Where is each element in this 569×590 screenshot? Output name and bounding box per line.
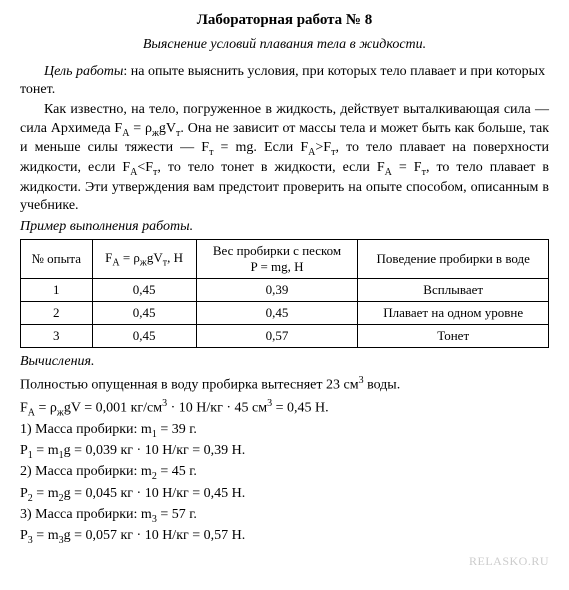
text: = 45 г. — [157, 464, 197, 479]
cell-p: 0,45 — [196, 302, 358, 325]
col-header-n: № опыта — [21, 240, 93, 279]
text: = m — [33, 443, 59, 458]
text: , то тело тонет в жидкости, если F — [157, 160, 384, 175]
text: Вес пробирки с песком — [203, 243, 352, 259]
cell-n: 3 — [21, 325, 93, 348]
text: = 0,45 Н. — [272, 401, 329, 416]
text: g = 0,057 кг · 10 Н/кг = 0,57 Н. — [64, 528, 246, 543]
text: 3) Масса пробирки: m — [20, 507, 152, 522]
text: g = 0,039 кг · 10 Н/кг = 0,39 Н. — [64, 443, 246, 458]
calc-label: Вычисления. — [20, 354, 549, 370]
calc-line-2m: 2) Масса пробирки: m2 = 45 г. — [20, 463, 549, 483]
text: = ρ — [129, 121, 152, 136]
calc-line-2p: P2 = m2g = 0,045 кг · 10 Н/кг = 0,45 Н. — [20, 485, 549, 505]
goal-paragraph: Цель работы: на опыте выяснить условия, … — [20, 63, 549, 99]
text: = 39 г. — [157, 422, 197, 437]
watermark: RELASKO.RU — [20, 554, 549, 569]
text: = m — [33, 528, 59, 543]
lab-subtitle: Выяснение условий плавания тела в жидкос… — [20, 37, 549, 53]
text: воды. — [364, 378, 401, 393]
sub-zh: ж — [152, 127, 159, 138]
cell-n: 1 — [21, 279, 93, 302]
text: = m — [33, 486, 59, 501]
results-table: № опыта FА = ρжgVт, Н Вес пробирки с пес… — [20, 239, 549, 348]
text: 2) Масса пробирки: m — [20, 464, 152, 479]
calc-line-1m: 1) Масса пробирки: m1 = 39 г. — [20, 421, 549, 441]
text: P — [20, 443, 28, 458]
text: , Н — [167, 250, 183, 265]
calc-line: Полностью опущенная в воду пробирка выте… — [20, 374, 549, 396]
calc-line-3m: 3) Масса пробирки: m3 = 57 г. — [20, 506, 549, 526]
calc-line-3p: P3 = m3g = 0,057 кг · 10 Н/кг = 0,57 Н. — [20, 527, 549, 547]
col-header-fa: FА = ρжgVт, Н — [92, 240, 196, 279]
table-row: 2 0,45 0,45 Плавает на одном уровне — [21, 302, 549, 325]
text: gV = 0,001 кг/см — [64, 401, 162, 416]
text: >F — [315, 140, 331, 155]
table-header-row: № опыта FА = ρжgVт, Н Вес пробирки с пес… — [21, 240, 549, 279]
col-header-p: Вес пробирки с песком P = mg, Н — [196, 240, 358, 279]
text: gV — [147, 250, 163, 265]
sub-A: А — [112, 258, 119, 269]
cell-behavior: Плавает на одном уровне — [358, 302, 549, 325]
text: F — [20, 401, 28, 416]
theory-paragraph: Как известно, на тело, погруженное в жид… — [20, 101, 549, 215]
text: g = 0,045 кг · 10 Н/кг = 0,45 Н. — [64, 486, 246, 501]
text: = F — [392, 160, 422, 175]
goal-label: Цель работы — [44, 64, 123, 79]
text: gV — [159, 121, 176, 136]
cell-behavior: Всплывает — [358, 279, 549, 302]
text: = ρ — [120, 250, 140, 265]
text: · 10 Н/кг · 45 см — [167, 401, 267, 416]
table-row: 1 0,45 0,39 Всплывает — [21, 279, 549, 302]
sub-A: А — [385, 167, 392, 178]
table-row: 3 0,45 0,57 Тонет — [21, 325, 549, 348]
col-header-behavior: Поведение пробирки в воде — [358, 240, 549, 279]
example-label: Пример выполнения работы. — [20, 219, 549, 235]
cell-p: 0,57 — [196, 325, 358, 348]
calc-line-fa: FА = ρжgV = 0,001 кг/см3 · 10 Н/кг · 45 … — [20, 397, 549, 420]
sub-A: А — [28, 407, 35, 418]
sub-zh: ж — [140, 258, 147, 269]
calc-line-1p: P1 = m1g = 0,039 кг · 10 Н/кг = 0,39 Н. — [20, 442, 549, 462]
text: = 57 г. — [157, 507, 197, 522]
text: 1) Масса пробирки: m — [20, 422, 152, 437]
lab-title: Лабораторная работа № 8 — [20, 12, 549, 29]
text: = ρ — [35, 401, 57, 416]
cell-fa: 0,45 — [92, 302, 196, 325]
text: Полностью опущенная в воду пробирка выте… — [20, 378, 359, 393]
cell-behavior: Тонет — [358, 325, 549, 348]
cell-fa: 0,45 — [92, 279, 196, 302]
cell-n: 2 — [21, 302, 93, 325]
text: = mg. Если F — [213, 140, 308, 155]
cell-fa: 0,45 — [92, 325, 196, 348]
text: P — [20, 486, 28, 501]
text: <F — [137, 160, 153, 175]
cell-p: 0,39 — [196, 279, 358, 302]
text: P — [20, 528, 28, 543]
text: P = mg, Н — [203, 259, 352, 275]
sub-zh: ж — [57, 407, 64, 418]
